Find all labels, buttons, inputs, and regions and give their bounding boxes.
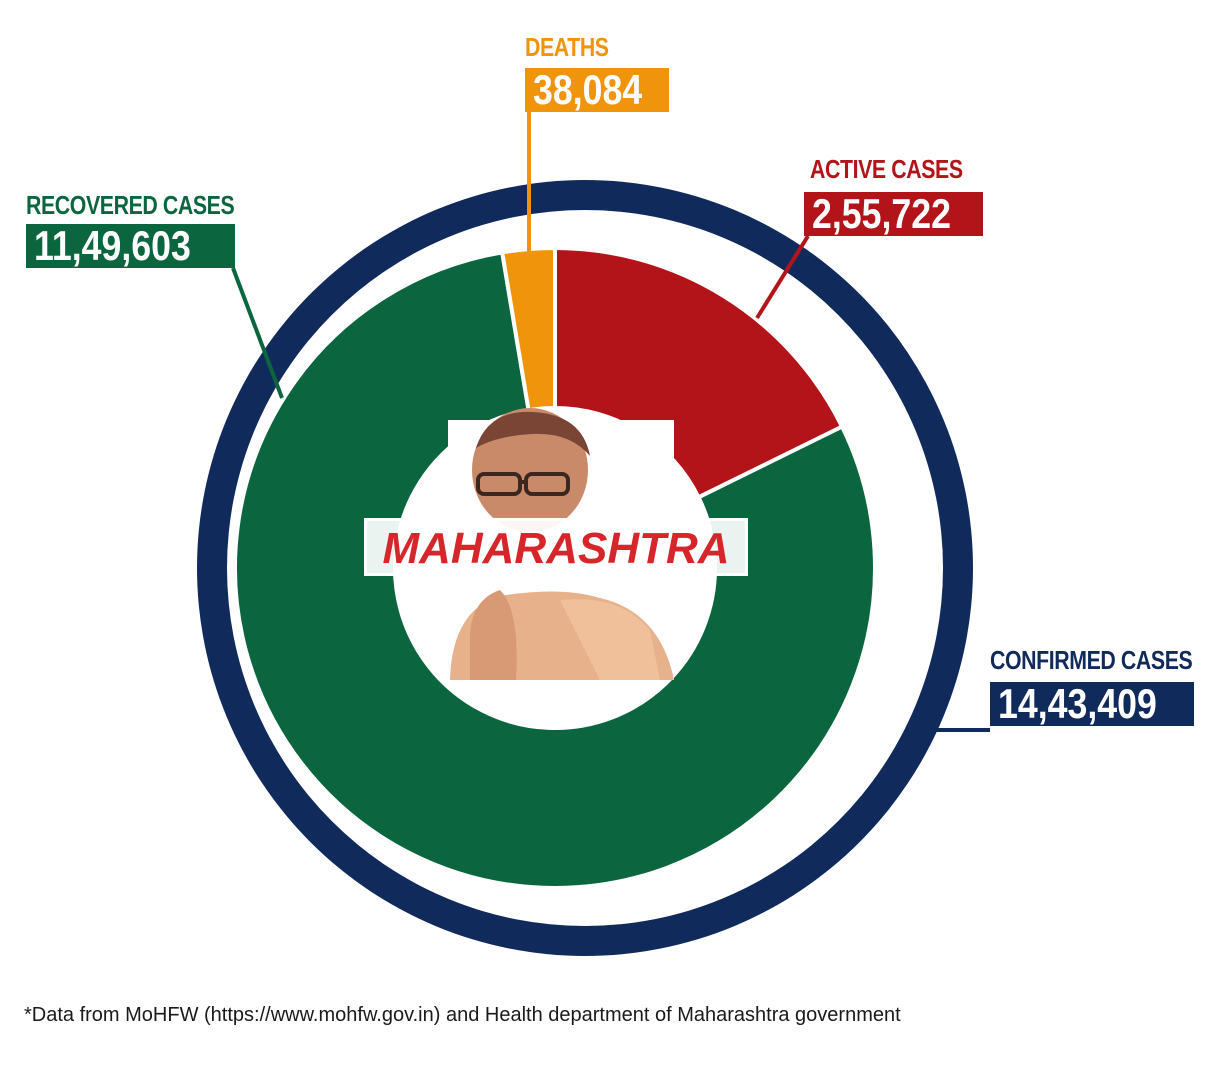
recovered-cases-label: RECOVERED CASES <box>26 190 235 220</box>
confirmed-cases-value: 14,43,409 <box>990 682 1194 726</box>
active-cases-value: 2,55,722 <box>804 192 983 236</box>
deaths-label: DEATHS <box>525 32 609 62</box>
deaths-value: 38,084 <box>525 68 669 112</box>
recovered-leader-line <box>231 267 284 399</box>
active-leader-line <box>755 234 810 320</box>
footnote: *Data from MoHFW (https://www.mohfw.gov.… <box>24 1004 901 1026</box>
confirmed-cases-label: CONFIRMED CASES <box>990 645 1193 675</box>
center-title: MAHARASHTRA <box>364 518 748 576</box>
active-cases-label: ACTIVE CASES <box>810 154 963 184</box>
recovered-cases-value: 11,49,603 <box>26 224 235 268</box>
